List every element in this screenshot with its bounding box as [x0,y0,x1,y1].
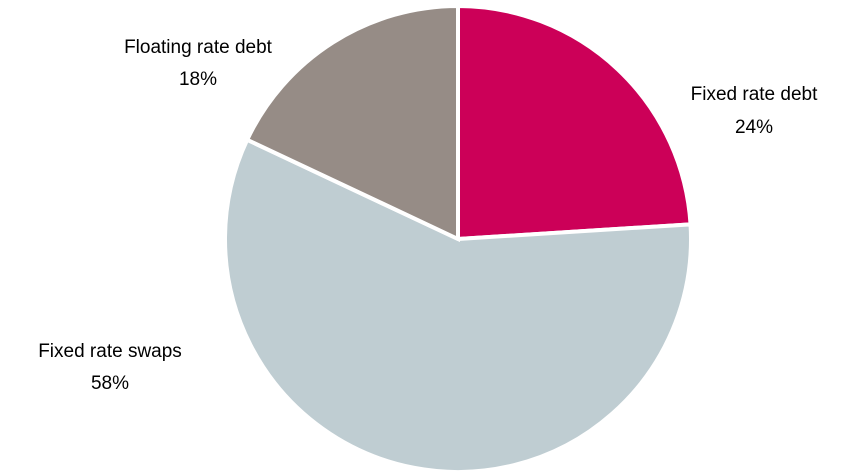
pie-slice-fixed-rate-swaps [223,137,693,475]
pie-slice-fixed-rate-debt [456,3,693,242]
slice-label-name: Fixed rate swaps [38,341,182,362]
slice-label-name: Fixed rate debt [691,84,818,105]
slice-label-value: 58% [91,373,129,394]
slice-label-name: Floating rate debt [124,37,273,58]
slice-label-value: 24% [735,117,773,138]
pie-slice-floating-rate-debt [244,3,460,243]
pie-slices [223,3,693,475]
slice-label-value: 18% [179,69,217,90]
pie-labels: Fixed rate debt 24% Fixed rate swaps 58% Flo… [38,37,818,394]
